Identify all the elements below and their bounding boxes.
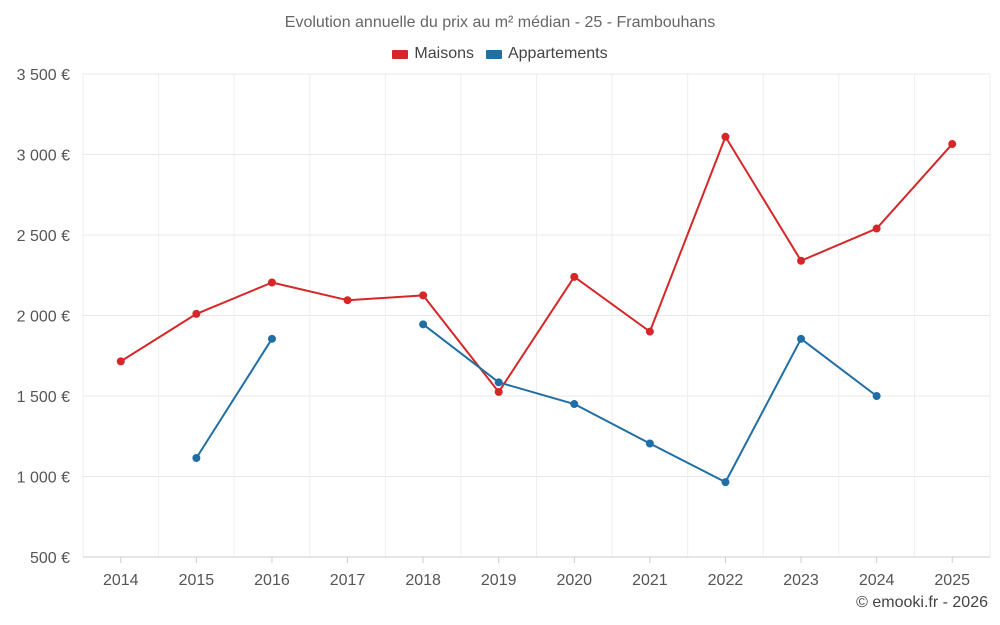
x-tick-label: 2024 — [859, 572, 895, 589]
data-point-maisons — [948, 140, 957, 149]
x-tick-label: 2019 — [481, 572, 517, 589]
data-point-maisons — [797, 256, 806, 265]
x-tick-label: 2017 — [330, 572, 366, 589]
y-tick-label: 500 € — [30, 550, 70, 567]
data-point-maisons — [419, 291, 428, 300]
data-point-maisons — [721, 132, 730, 141]
chart-title: Evolution annuelle du prix au m² médian … — [284, 14, 716, 31]
legend-label-maisons: Maisons — [414, 45, 474, 62]
x-tick-label: 2014 — [103, 572, 139, 589]
y-tick-label: 3 000 € — [17, 148, 70, 165]
data-point-maisons — [570, 272, 579, 281]
x-tick-label: 2020 — [556, 572, 592, 589]
y-tick-label: 2 000 € — [17, 309, 70, 326]
y-tick-label: 1 500 € — [17, 389, 70, 406]
data-point-appartements — [494, 378, 503, 387]
data-point-maisons — [343, 296, 352, 305]
data-point-appartements — [419, 320, 428, 329]
x-tick-label: 2025 — [934, 572, 970, 589]
legend-item-maisons[interactable]: Maisons — [392, 45, 474, 63]
data-point-maisons — [116, 357, 125, 366]
x-tick-label: 2015 — [179, 572, 215, 589]
data-point-maisons — [872, 224, 881, 233]
x-tick-label: 2016 — [254, 572, 290, 589]
legend-label-appartements: Appartements — [507, 45, 608, 62]
data-point-appartements — [797, 334, 806, 343]
legend-item-appartements[interactable]: Appartements — [485, 45, 608, 63]
data-point-maisons — [645, 327, 654, 336]
y-tick-label: 3 500 € — [17, 67, 70, 84]
x-tick-label: 2023 — [783, 572, 819, 589]
data-point-appartements — [721, 478, 730, 487]
series-line-maisons — [120, 135, 953, 393]
legend-swatch-appartements — [485, 49, 502, 59]
x-tick-label: 2021 — [632, 572, 668, 589]
data-point-appartements — [645, 439, 654, 448]
y-tick-label: 2 500 € — [17, 228, 70, 245]
chart-legend: Maisons Appartements — [0, 45, 1000, 63]
data-point-maisons — [192, 309, 201, 318]
legend-swatch-maisons — [392, 49, 409, 59]
series-line-appartements — [422, 323, 878, 484]
x-tick-label: 2022 — [708, 572, 744, 589]
data-point-maisons — [267, 278, 276, 287]
data-point-appartements — [267, 334, 276, 343]
data-point-maisons — [494, 387, 503, 396]
data-point-appartements — [570, 400, 579, 409]
y-tick-label: 1 000 € — [17, 470, 70, 487]
data-point-appartements — [192, 453, 201, 462]
series-line-appartements — [195, 338, 273, 459]
x-tick-label: 2018 — [405, 572, 441, 589]
data-point-appartements — [872, 392, 881, 400]
copyright-footer: © emooki.fr - 2026 — [856, 594, 988, 611]
